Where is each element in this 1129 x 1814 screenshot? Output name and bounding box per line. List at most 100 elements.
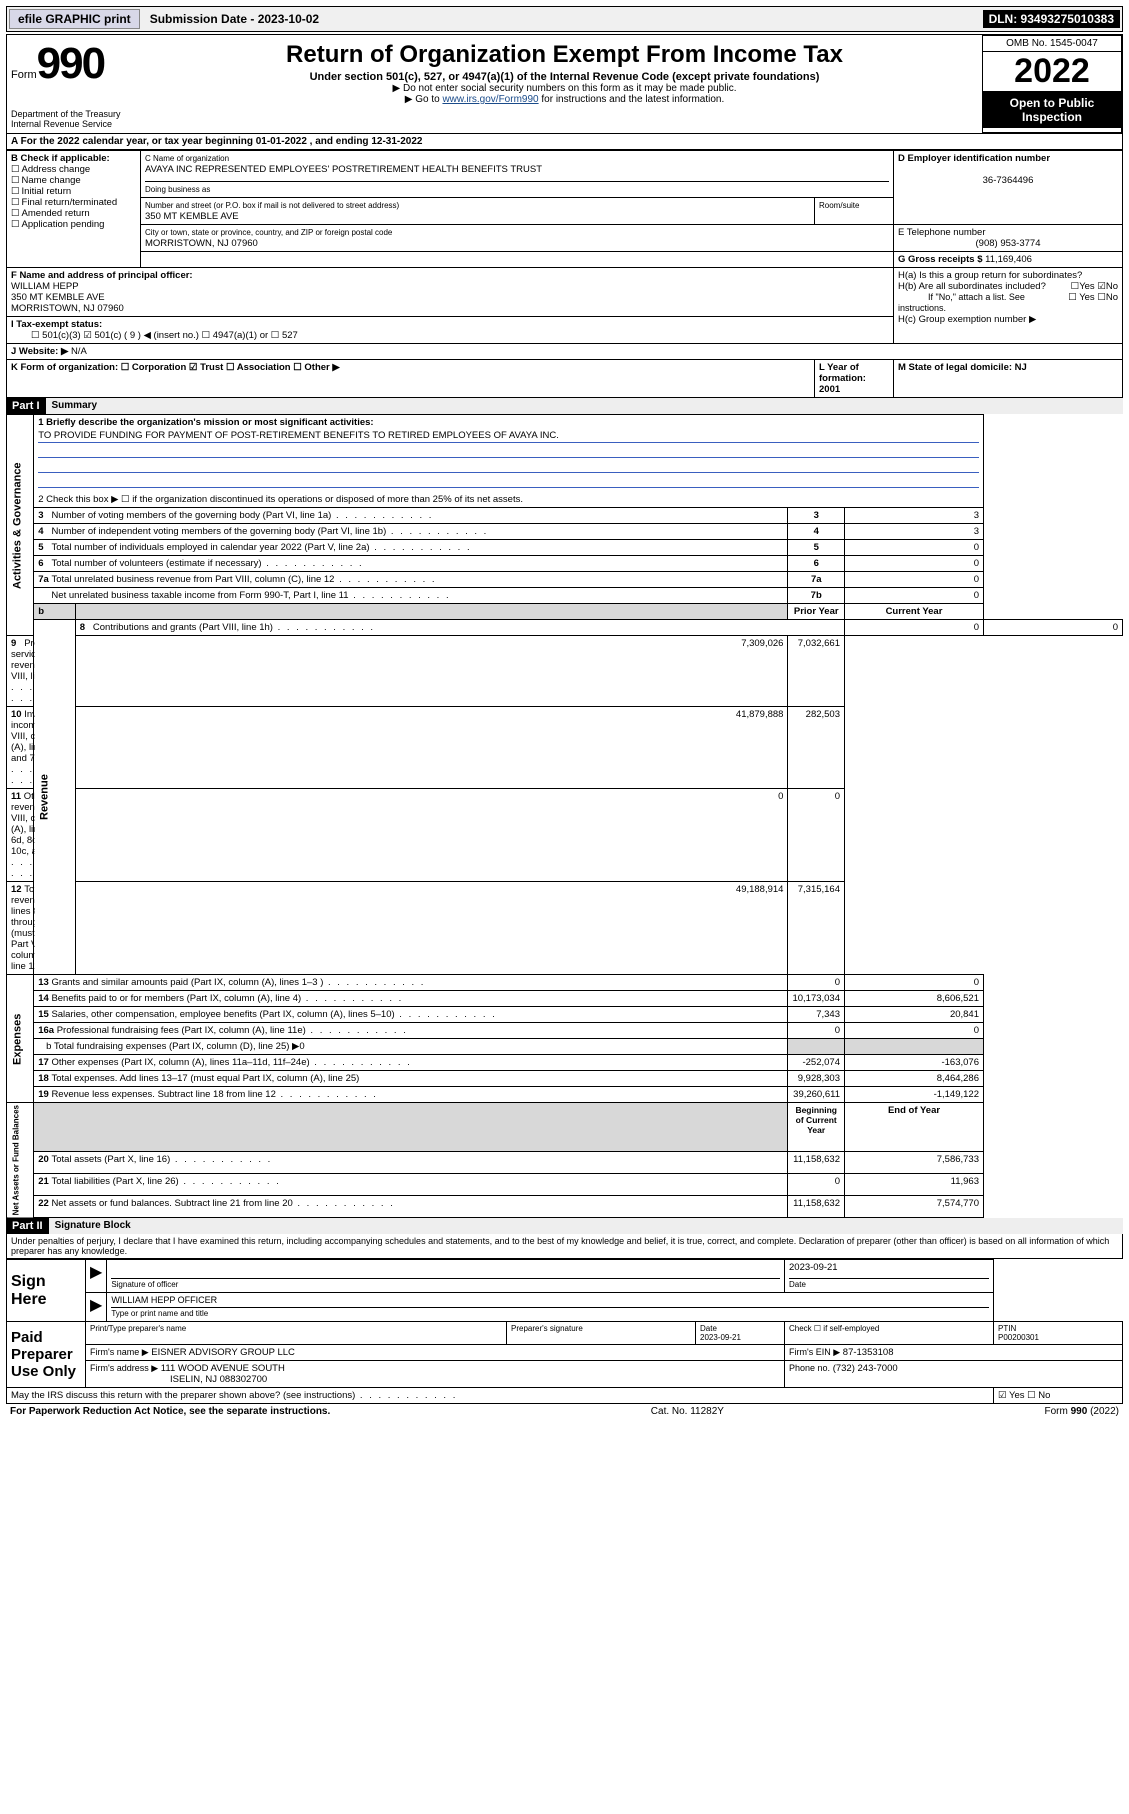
section-c-street: Number and street (or P.O. box if mail i… (141, 198, 815, 225)
check-amended[interactable]: Amended return (11, 208, 90, 219)
firm-phone: (732) 243-7000 (833, 1363, 898, 1374)
rev-11-current: 0 (788, 789, 845, 882)
exp-13-prior: 0 (788, 975, 845, 991)
section-d-e: D Employer identification number 36-7364… (894, 151, 1123, 225)
rev-10-prior: 41,879,888 (75, 707, 788, 789)
net-22-begin: 11,158,632 (788, 1196, 845, 1218)
section-k: K Form of organization: ☐ Corporation ☑ … (7, 360, 815, 398)
form-footer: Form 990 (2022) (1045, 1406, 1119, 1417)
ptin-value: P00200301 (998, 1333, 1039, 1342)
gov-val-7b: 0 (845, 588, 984, 604)
check-address-change[interactable]: Address change (11, 164, 90, 175)
firm-name: EISNER ADVISORY GROUP LLC (151, 1347, 295, 1358)
gov-row: 3 Number of voting members of the govern… (7, 508, 1123, 524)
rev-8-current: 0 (984, 620, 1123, 636)
part-i-header: Part I (6, 398, 46, 414)
efile-print-button[interactable]: efile GRAPHIC print (9, 9, 140, 29)
exp-18-prior: 9,928,303 (788, 1071, 845, 1087)
paperwork-notice: For Paperwork Reduction Act Notice, see … (10, 1406, 330, 1417)
exp-19-current: -1,149,122 (845, 1087, 984, 1103)
irs-discuss-answer[interactable]: ☑ Yes ☐ No (994, 1388, 1123, 1404)
section-l: L Year of formation: 2001 (815, 360, 894, 398)
exp-14-prior: 10,173,034 (788, 991, 845, 1007)
form-note-2: ▶ Go to www.irs.gov/Form990 for instruct… (151, 94, 978, 105)
part-ii-title: Signature Block (49, 1218, 1123, 1234)
gross-receipts: 11,169,406 (985, 254, 1032, 265)
street-address: 350 MT KEMBLE AVE (145, 211, 239, 222)
exp-15-current: 20,841 (845, 1007, 984, 1023)
line-a: A For the 2022 calendar year, or tax yea… (6, 134, 1123, 150)
gov-row: 5 Total number of individuals employed i… (7, 540, 1123, 556)
net-20-begin: 11,158,632 (788, 1151, 845, 1173)
section-i: I Tax-exempt status: ☐ 501(c)(3) ☑ 501(c… (7, 317, 894, 344)
dept-label: Department of the Treasury Internal Reve… (11, 109, 143, 129)
form-subtitle: Under section 501(c), 527, or 4947(a)(1)… (151, 71, 978, 83)
org-name: AVAYA INC REPRESENTED EMPLOYEES' POSTRET… (145, 164, 542, 175)
cat-no: Cat. No. 11282Y (651, 1406, 724, 1417)
sign-arrow-icon: ▶ (86, 1260, 107, 1293)
form-header: Form990 Department of the Treasury Inter… (6, 34, 1123, 134)
col-header-begin: Beginning of Current Year (788, 1103, 845, 1152)
rev-10-current: 282,503 (788, 707, 845, 789)
net-21-end: 11,963 (845, 1173, 984, 1195)
check-app-pending[interactable]: Application pending (11, 219, 104, 230)
officer-name: WILLIAM HEPP (11, 281, 79, 292)
exp-16a-current: 0 (845, 1023, 984, 1039)
rev-12-prior: 49,188,914 (75, 882, 788, 975)
vert-expenses: Expenses (7, 975, 34, 1103)
submission-date: Submission Date - 2023-10-02 (144, 10, 325, 28)
net-20-end: 7,586,733 (845, 1151, 984, 1173)
part-i-title: Summary (46, 398, 1123, 414)
form-number: 990 (37, 39, 104, 88)
line-16b: b Total fundraising expenses (Part IX, c… (34, 1039, 788, 1055)
perjury-declaration: Under penalties of perjury, I declare th… (6, 1234, 1123, 1259)
self-employed-check[interactable]: Check ☐ if self-employed (785, 1322, 994, 1345)
website: N/A (71, 346, 87, 357)
header-title-block: Return of Organization Exempt From Incom… (147, 35, 982, 133)
section-m: M State of legal domicile: NJ (894, 360, 1123, 398)
part-ii-header: Part II (6, 1218, 49, 1234)
hb-answer[interactable]: ☐ Yes ☐No (1068, 292, 1118, 303)
check-name-change[interactable]: Name change (11, 175, 81, 186)
col-header-end: End of Year (845, 1103, 984, 1152)
check-final-return[interactable]: Final return/terminated (11, 197, 117, 208)
vert-net-assets: Net Assets or Fund Balances (7, 1103, 34, 1218)
sign-arrow-icon-2: ▶ (86, 1293, 107, 1322)
ein: 36-7364496 (898, 175, 1118, 186)
tax-year: 2022 (983, 51, 1121, 92)
line-2: 2 Check this box ▶ ☐ if the organization… (34, 492, 984, 508)
rev-12-current: 7,315,164 (788, 882, 845, 975)
check-initial-return[interactable]: Initial return (11, 186, 71, 197)
col-header-prior: Prior Year (788, 604, 845, 620)
paid-preparer-label: Paid Preparer Use Only (7, 1322, 86, 1388)
exp-17-prior: -252,074 (788, 1055, 845, 1071)
sig-officer-label: Signature of officer (111, 1280, 178, 1289)
telephone: (908) 953-3774 (898, 238, 1118, 249)
officer-name-label: Type or print name and title (111, 1309, 208, 1318)
section-e-phone: E Telephone number (908) 953-3774 (894, 225, 1123, 252)
officer-name-title: WILLIAM HEPP OFFICER (111, 1295, 989, 1308)
tax-exempt-status[interactable]: ☐ 501(c)(3) ☑ 501(c) ( 9 ) ◀ (insert no.… (31, 330, 298, 341)
entity-table: B Check if applicable: Address change Na… (6, 150, 1123, 398)
exp-15-prior: 7,343 (788, 1007, 845, 1023)
ha-answer[interactable]: ☐Yes ☑No (1071, 281, 1118, 292)
mission-text: TO PROVIDE FUNDING FOR PAYMENT OF POST-R… (38, 430, 979, 443)
vert-revenue: Revenue (34, 620, 75, 975)
rev-8-prior: 0 (845, 620, 984, 636)
vert-governance: Activities & Governance (7, 415, 34, 636)
section-h: H(a) Is this a group return for subordin… (894, 268, 1123, 344)
form-label: Form (11, 69, 37, 81)
gov-row: 7a Total unrelated business revenue from… (7, 572, 1123, 588)
sig-date-label: Date (789, 1280, 806, 1289)
instructions-link[interactable]: www.irs.gov/Form990 (442, 94, 538, 105)
sig-date: 2023-09-21 (789, 1262, 989, 1279)
col-header-current: Current Year (845, 604, 984, 620)
exp-17-current: -163,076 (845, 1055, 984, 1071)
irs-discuss-question: May the IRS discuss this return with the… (7, 1388, 994, 1404)
section-b: B Check if applicable: Address change Na… (7, 151, 141, 268)
firm-city: ISELIN, NJ 088302700 (170, 1374, 267, 1385)
rev-9-current: 7,032,661 (788, 636, 845, 707)
exp-18-current: 8,464,286 (845, 1071, 984, 1087)
gov-val-4: 3 (845, 524, 984, 540)
open-inspection: Open to Public Inspection (983, 92, 1121, 128)
